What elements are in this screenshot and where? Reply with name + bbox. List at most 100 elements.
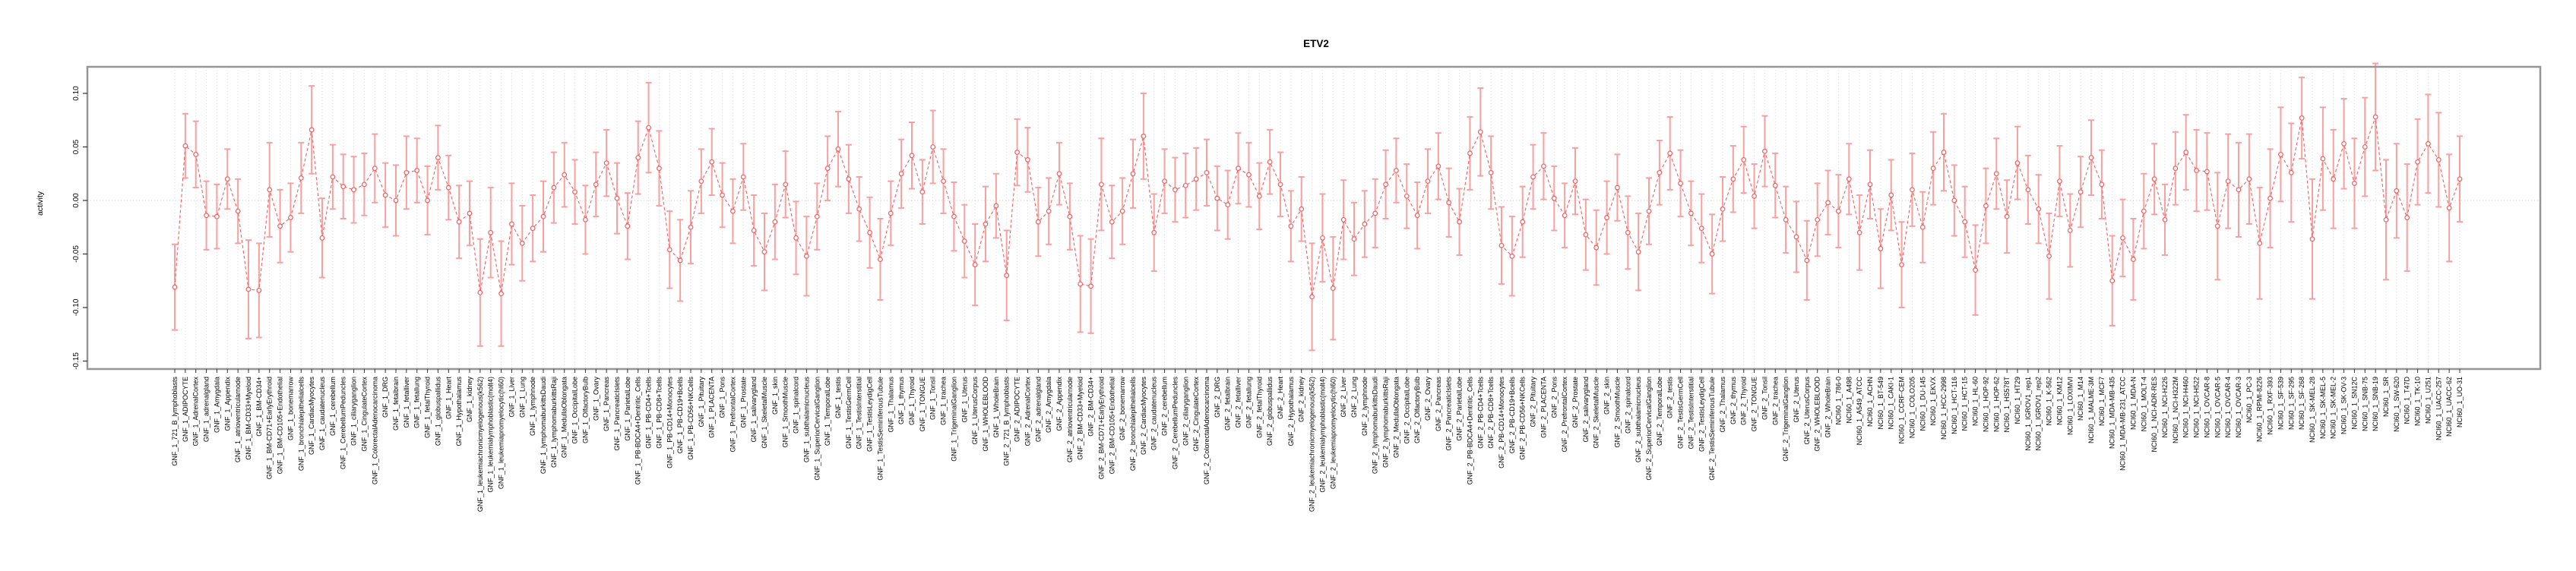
- x-tick-label: NCI60_1_DU-145: [1919, 377, 1926, 431]
- x-tick-label: GNF_1_TONGUE: [919, 377, 926, 431]
- data-point: [2204, 169, 2210, 175]
- data-point: [1467, 150, 1473, 156]
- data-point: [519, 241, 525, 246]
- data-point: [1256, 193, 1262, 199]
- x-tick-label: GNF_2_Prostate: [1571, 377, 1579, 428]
- x-tick-label: GNF_2_WHOLEBLOOD: [1814, 377, 1821, 452]
- x-tick-label: GNF_1_PancreaticIslets: [613, 377, 621, 451]
- data-point: [1572, 178, 1578, 185]
- data-point: [1836, 208, 1841, 214]
- x-tick-label: GNF_2_ADIPOCYTE: [1014, 377, 1021, 442]
- data-point: [1435, 163, 1441, 169]
- data-point: [467, 210, 473, 216]
- data-point: [2194, 168, 2199, 173]
- data-point: [2383, 216, 2389, 222]
- data-point: [593, 181, 599, 188]
- x-tick-label: GNF_2_lymphnode: [1361, 377, 1369, 436]
- x-tick-label: NCI60_1_SF-268: [2298, 377, 2305, 430]
- x-tick-label: GNF_1_PB-CD8+Tcells: [655, 377, 663, 449]
- data-point: [340, 184, 347, 190]
- x-tick-label: NCI60_1_OVCAR-5: [2214, 377, 2221, 438]
- data-point: [2141, 208, 2147, 214]
- data-point: [562, 172, 568, 178]
- data-point: [2057, 178, 2062, 185]
- data-point: [898, 171, 904, 177]
- x-tick-label: NCI60_1_OVCAR-4: [2224, 377, 2232, 438]
- data-point: [362, 181, 367, 188]
- data-point: [1688, 210, 1694, 216]
- x-tick-label: GNF_1_cerebellum: [329, 377, 337, 436]
- x-tick-label: NCI60_1_A498: [1845, 377, 1853, 424]
- data-point: [2004, 213, 2010, 219]
- data-point: [2320, 156, 2326, 162]
- x-tick-label: GNF_1_TestisInterstitial: [856, 377, 863, 450]
- data-point: [1088, 283, 1093, 289]
- data-point: [709, 159, 715, 165]
- x-tick-label: GNF_1_OccipitalLobe: [571, 377, 579, 444]
- x-tick-label: GNF_2_SmoothMuscle: [1613, 377, 1621, 448]
- data-point: [2446, 205, 2452, 211]
- x-tick-label: GNF_2_bonemarrow: [1119, 377, 1126, 441]
- x-tick-label: NCI60_1_SN12C: [2350, 377, 2358, 430]
- x-tick-label: GNF_2_OccipitalLobe: [1403, 377, 1410, 444]
- x-tick-label: GNF_2_Amygdala: [1045, 377, 1052, 433]
- data-point: [1130, 171, 1136, 177]
- data-point: [372, 166, 378, 172]
- data-point: [351, 187, 356, 193]
- x-tick-label: NCI60_1_UACC-62: [2445, 377, 2453, 437]
- data-point: [1078, 281, 1084, 287]
- x-tick-label: GNF_2_OlfactoryBulb: [1413, 377, 1421, 443]
- data-point: [1099, 181, 1104, 188]
- x-tick-label: GNF_1_SmoothMuscle: [782, 377, 790, 448]
- data-point: [972, 262, 978, 268]
- data-point: [961, 238, 967, 244]
- data-point: [1772, 182, 1778, 188]
- x-tick-label: NCI60_1_PC-3: [2245, 377, 2253, 423]
- etv2-activity-chart: ETV2 activity 0.10 0.05 0.00 -0.05 -0.10 -0.1…: [36, 38, 2542, 512]
- x-tick-label: GNF_1_WholeBrain: [992, 377, 1000, 438]
- data-point: [688, 224, 694, 230]
- data-point: [1446, 200, 1452, 206]
- plot-box: [86, 65, 2542, 371]
- x-tick-label: GNF_2_Pons: [1550, 377, 1558, 418]
- x-tick-label: NCI60_1_RXF-393: [2267, 377, 2274, 435]
- data-point: [1299, 206, 1305, 212]
- x-tick-label: GNF_2_lymphomaburkittsDaudi: [1372, 377, 1379, 474]
- data-point: [2372, 114, 2378, 120]
- data-point: [1414, 213, 1420, 219]
- x-tick-label: GNF_1_Pancreas: [603, 377, 610, 432]
- data-point: [2457, 176, 2463, 182]
- x-tick-label: GNF_1_WHOLEBLOOD: [982, 377, 989, 452]
- x-tick-label: GNF_1_trachea: [940, 377, 948, 425]
- x-tick-label: GNF_1_SkeletalMuscle: [761, 377, 768, 449]
- x-tick-label: NCI60_1_TK-10: [2414, 377, 2422, 426]
- data-point: [772, 219, 778, 225]
- x-tick-label: GNF_1_leukemiapromyelocytic(hl60): [498, 377, 505, 489]
- data-point: [1583, 232, 1589, 238]
- x-tick-label: NCI60_1_HT29: [2014, 377, 2021, 424]
- x-tick-label: NCI60_1_NCI-H322M: [2172, 377, 2179, 443]
- data-point: [677, 257, 683, 263]
- data-point: [1962, 219, 1968, 225]
- data-point: [2109, 278, 2116, 284]
- data-point: [1815, 216, 1821, 222]
- data-point: [603, 160, 609, 166]
- x-tick-label: GNF_2_TestisInterstitial: [1687, 377, 1695, 450]
- x-tick-label: GNF_1_Uterus: [960, 377, 968, 423]
- x-tick-label: GNF_1_TestisLeydigCell: [866, 377, 874, 452]
- data-point: [172, 284, 178, 290]
- y-tick-label: -0.10: [72, 298, 81, 316]
- x-tick-label: NCI60_1_BT-549: [1877, 377, 1885, 430]
- data-point: [1615, 185, 1620, 191]
- x-tick-label: GNF_1_lymphomaburkittsDaudi: [540, 377, 547, 474]
- data-point: [2046, 253, 2052, 259]
- data-point: [761, 249, 767, 255]
- x-tick-label: NCI60_1_HOP-62: [1992, 377, 2000, 432]
- x-tick-label: GNF_1_Pituitary: [698, 377, 705, 427]
- x-tick-label: GNF_1_testis: [834, 377, 842, 419]
- x-tick-label: NCI60_1_HCT-15: [1961, 377, 1969, 431]
- x-tick-label: GNF_2_BM-CD33+Myeloid: [1077, 377, 1084, 460]
- data-point: [1551, 195, 1557, 201]
- x-tick-label: GNF_2_PB-CD14+Monocytes: [1498, 377, 1505, 468]
- data-point: [1720, 206, 1726, 212]
